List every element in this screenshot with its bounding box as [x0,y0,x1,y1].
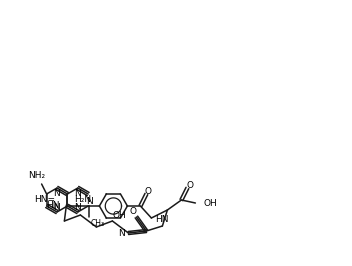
Text: N: N [54,189,61,197]
Text: N: N [74,203,81,213]
Text: N: N [86,197,93,206]
Text: HN: HN [155,215,169,225]
Text: CH₃: CH₃ [90,218,105,227]
Text: HN=: HN= [34,196,55,205]
Text: OH: OH [113,210,126,219]
Text: O: O [130,207,137,217]
Text: NH₂: NH₂ [28,172,45,181]
Text: N: N [74,189,81,197]
Text: H₂N: H₂N [74,196,92,205]
Text: O: O [187,181,194,189]
Text: HN: HN [46,202,59,210]
Text: OH: OH [203,198,217,207]
Text: O: O [145,186,152,196]
Text: N: N [54,203,61,213]
Text: N: N [118,228,124,238]
